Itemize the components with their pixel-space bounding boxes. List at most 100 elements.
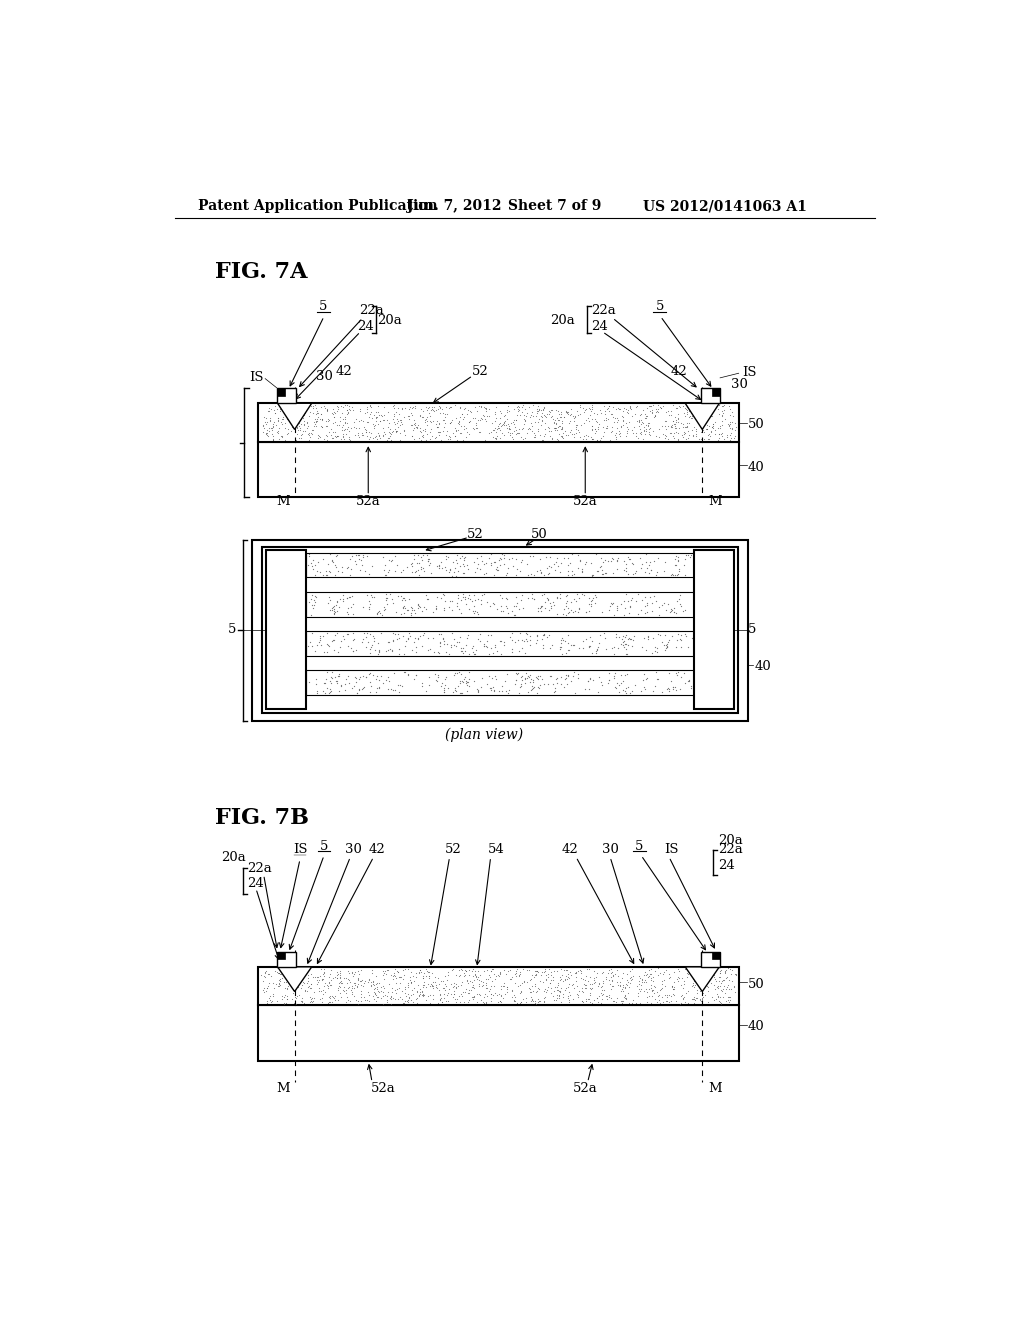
Point [309,428,326,449]
Point [697,411,714,432]
Point [345,399,361,420]
Point [702,965,719,986]
Point [452,546,468,568]
Point [321,635,337,656]
Point [683,403,699,424]
Point [543,407,559,428]
Point [450,587,466,609]
Point [455,672,471,693]
Point [526,966,543,987]
Point [517,628,534,649]
Point [516,413,532,434]
Point [552,416,568,437]
Point [681,400,697,421]
Point [406,413,422,434]
Point [547,677,563,698]
Point [492,428,508,449]
Point [415,968,431,989]
Point [610,399,627,420]
Point [300,965,316,986]
Point [631,412,647,433]
Point [367,426,383,447]
Point [668,636,684,657]
Point [571,549,588,570]
Point [469,557,485,578]
Point [429,586,445,607]
Point [430,417,446,438]
Text: 5: 5 [319,840,329,853]
Point [313,409,330,430]
Point [334,397,350,418]
Point [586,969,602,990]
Point [545,591,561,612]
Point [723,417,739,438]
Point [713,960,729,981]
Point [569,985,586,1006]
Point [536,981,552,1002]
Point [504,979,520,1001]
Point [628,422,644,444]
Point [692,397,709,418]
Point [720,974,736,995]
Point [474,408,490,429]
Point [554,418,570,440]
Point [496,631,512,652]
Point [601,396,617,417]
Point [348,989,365,1010]
Point [523,583,540,605]
Point [465,643,481,664]
Point [311,981,328,1002]
Point [549,587,565,609]
Point [674,968,690,989]
Point [269,422,286,444]
Point [470,966,486,987]
Point [603,404,620,425]
Point [494,544,510,565]
Point [276,977,293,998]
Point [589,987,605,1008]
Point [614,407,631,428]
Point [354,546,371,568]
Point [411,962,427,983]
Point [642,418,658,440]
Point [302,426,318,447]
Point [452,407,468,428]
Point [340,977,356,998]
Point [614,974,631,995]
Point [351,544,368,565]
Point [636,420,652,441]
Point [256,966,272,987]
Point [657,416,674,437]
Point [400,983,417,1005]
Point [684,425,700,446]
Point [424,962,440,983]
Point [665,411,681,432]
Point [610,974,627,995]
Point [686,974,702,995]
Point [380,428,396,449]
Point [436,631,453,652]
Point [397,982,414,1003]
Point [536,399,552,420]
Point [614,671,631,692]
Point [482,554,499,576]
Point [694,413,711,434]
Point [260,987,276,1008]
Point [258,422,274,444]
Point [674,985,690,1006]
Point [260,973,276,994]
Point [570,981,587,1002]
Point [651,396,668,417]
Point [386,395,402,416]
Point [395,993,412,1014]
Point [309,966,326,987]
Point [316,975,333,997]
Point [488,418,505,440]
Point [711,404,727,425]
Point [371,405,387,426]
Point [371,425,387,446]
Point [673,667,689,688]
Point [721,396,737,417]
Point [353,409,370,430]
Point [601,983,617,1005]
